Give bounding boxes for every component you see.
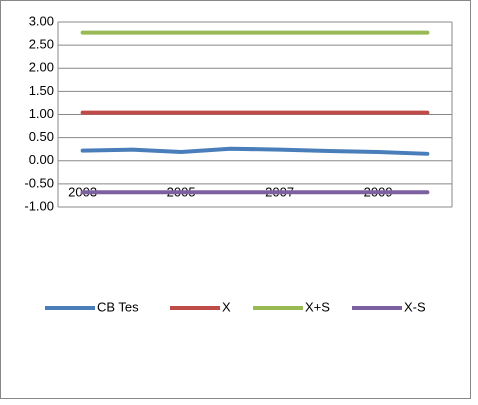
chart-frame [0, 0, 471, 399]
legend-label: X+S [305, 299, 330, 314]
y-tick-label: 2.50 [29, 37, 54, 52]
legend-label: X-S [404, 299, 426, 314]
y-tick-label: -0.50 [24, 175, 54, 190]
y-tick-label: -1.00 [24, 198, 54, 213]
series-line [80, 146, 430, 156]
y-tick-label: 1.00 [29, 106, 54, 121]
y-tick-label: 0.50 [29, 129, 54, 144]
legend-label: X [222, 299, 231, 314]
y-tick-label: 1.50 [29, 83, 54, 98]
y-tick-label: 3.00 [29, 13, 54, 28]
y-tick-label: 0.00 [29, 152, 54, 167]
legend-label: CB Tes [97, 299, 139, 314]
y-tick-label: 2.00 [29, 60, 54, 75]
